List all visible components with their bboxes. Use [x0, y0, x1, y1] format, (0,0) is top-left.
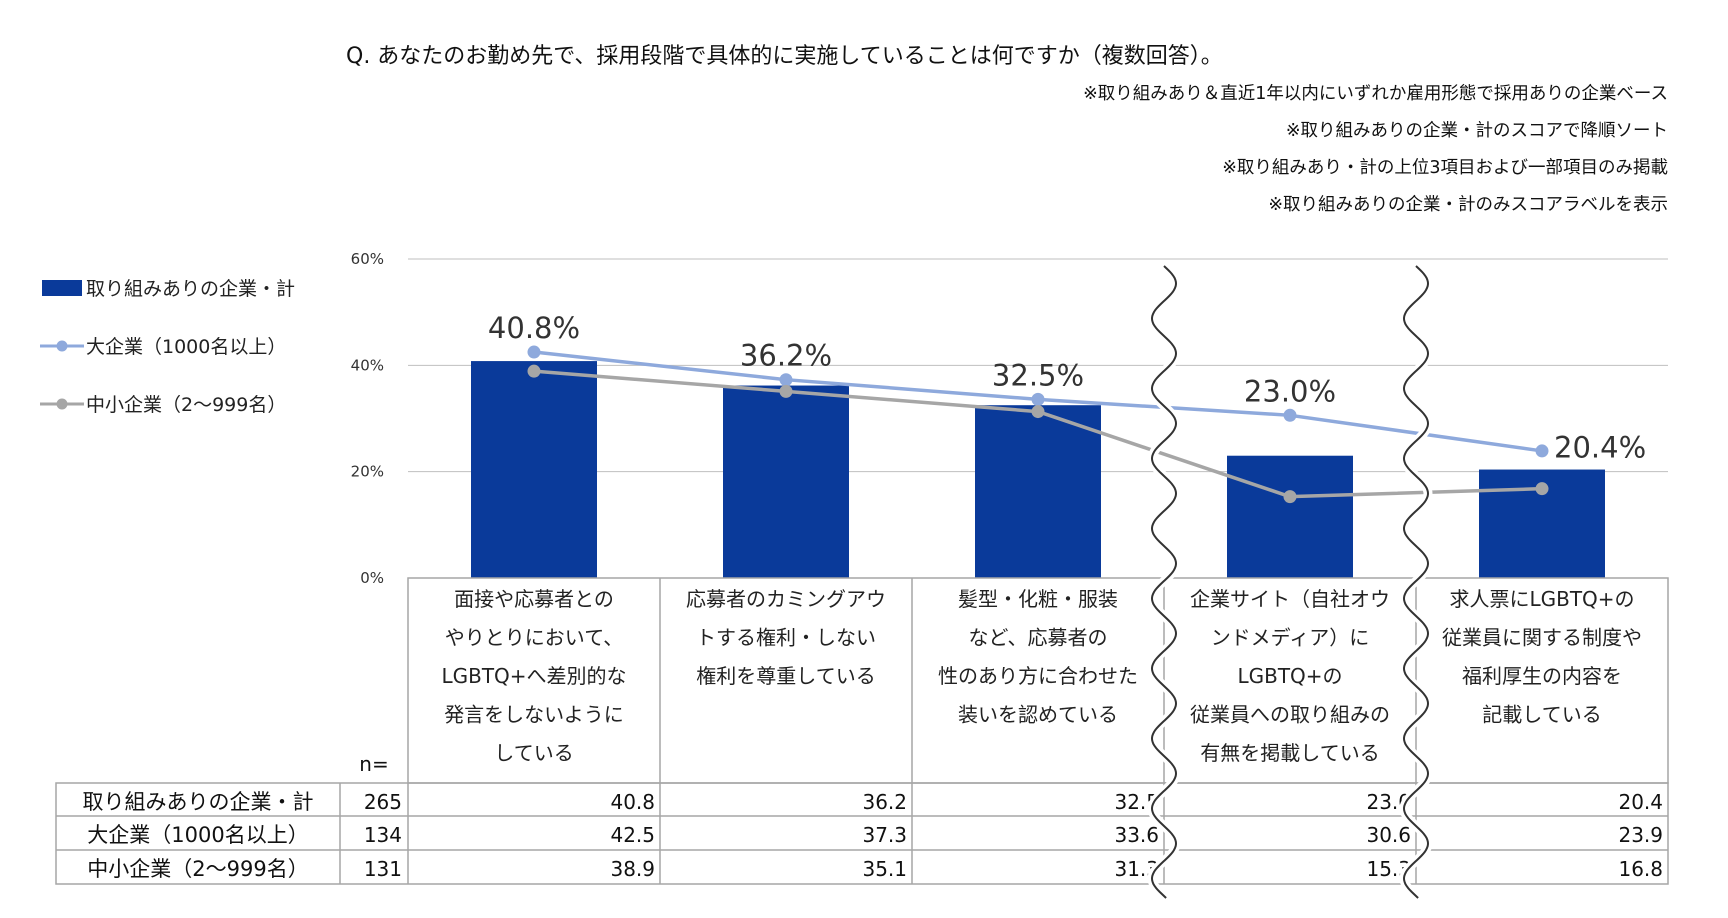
legend-swatch-marker	[56, 398, 68, 410]
n-value: 265	[364, 790, 402, 814]
n-value: 134	[364, 823, 402, 847]
category-label: トする権利・しない	[696, 626, 876, 650]
category-label: LGBTQ+へ差別的な	[441, 664, 626, 688]
legend-swatch-marker	[56, 340, 68, 352]
table-cell: 35.1	[862, 857, 907, 881]
category-label: 装いを認めている	[958, 703, 1118, 727]
series-marker	[1283, 490, 1297, 504]
table-cell: 20.4	[1618, 790, 1663, 814]
table-frame	[55, 782, 1669, 885]
table-cell: 30.6	[1366, 823, 1411, 847]
category-label: 求人票にLGBTQ+の	[1449, 587, 1634, 611]
data-label: 20.4%	[1554, 431, 1646, 465]
category-label: やりとりにおいて、	[445, 626, 623, 650]
series-marker	[779, 373, 793, 387]
table-cell: 40.8	[610, 790, 655, 814]
series-marker	[1031, 392, 1045, 406]
category-label: 面接や応募者との	[454, 587, 614, 611]
table-cell: 36.2	[862, 790, 907, 814]
category-label: 記載している	[1482, 703, 1601, 727]
category-label: 有無を掲載している	[1200, 741, 1379, 765]
chart-notes: ※取り組みあり＆直近1年以内にいずれか雇用形態で採用ありの企業ベース ※取り組みあ…	[1083, 84, 1668, 215]
series-marker	[527, 345, 541, 359]
table-cell: 42.5	[610, 823, 655, 847]
chart-title: Q. あなたのお勤め先で、採用段階で具体的に実施していることは何ですか（複数回答…	[346, 44, 1223, 69]
table-cell: 16.8	[1618, 857, 1663, 881]
data-label: 23.0%	[1244, 374, 1336, 408]
chart-note: ※取り組みあり・計の上位3項目および一部項目のみ掲載	[1222, 158, 1668, 178]
category-label: 福利厚生の内容を	[1462, 664, 1622, 688]
category-label: 応募者のカミングアウ	[686, 587, 886, 611]
y-tick-label: 40%	[351, 356, 384, 374]
series-marker	[779, 384, 793, 398]
table-cell: 37.3	[862, 823, 907, 847]
chart-note: ※取り組みありの企業・計のみスコアラベルを表示	[1268, 195, 1668, 215]
legend-label: 中小企業（2～999名）	[86, 394, 286, 416]
legend-label: 取り組みありの企業・計	[86, 278, 295, 300]
n-label: n=	[359, 752, 388, 776]
table-cell: 23.9	[1618, 823, 1663, 847]
row-header: 取り組みありの企業・計	[83, 790, 314, 814]
series-marker	[1283, 408, 1297, 422]
category-label: 従業員への取り組みの	[1190, 703, 1390, 727]
category-label: 発言をしないように	[444, 703, 624, 727]
y-tick-label: 60%	[351, 250, 384, 268]
series-marker	[1031, 405, 1045, 419]
series-marker	[1535, 444, 1549, 458]
table-cell: 33.6	[1114, 823, 1159, 847]
category-label: など、応募者の	[969, 626, 1108, 650]
category-label: している	[494, 741, 573, 765]
axis-break-line	[1402, 265, 1430, 899]
row-header: 中小企業（2～999名）	[87, 857, 308, 881]
chart-note: ※取り組みあり＆直近1年以内にいずれか雇用形態で採用ありの企業ベース	[1083, 84, 1668, 104]
legend-swatch-bar	[42, 280, 82, 296]
legend-label: 大企業（1000名以上）	[86, 336, 286, 358]
series-marker	[1535, 482, 1549, 496]
bar	[471, 361, 597, 578]
plot-area: 40.8% 36.2% 32.5% 23.0% 20.4%	[471, 311, 1646, 578]
category-label: 髪型・化粧・服装	[958, 587, 1118, 611]
table-cell: 38.9	[610, 857, 655, 881]
n-value: 131	[364, 857, 402, 881]
bar	[1227, 455, 1353, 578]
data-label: 32.5%	[992, 358, 1084, 392]
axis-break-line	[1150, 265, 1178, 899]
category-label: 性のあり方に合わせた	[938, 664, 1138, 688]
y-tick-label: 20%	[351, 463, 384, 481]
category-label: ンドメディア）に	[1211, 626, 1370, 650]
chart-note: ※取り組みありの企業・計のスコアで降順ソート	[1286, 121, 1668, 141]
series-marker	[527, 364, 541, 378]
data-label: 40.8%	[488, 311, 580, 345]
y-tick-label: 0%	[360, 569, 384, 587]
category-label: LGBTQ+の	[1237, 664, 1342, 688]
category-label: 従業員に関する制度や	[1442, 626, 1642, 650]
bar	[723, 385, 849, 578]
category-label: 権利を尊重している	[696, 664, 875, 688]
category-label: 企業サイト（自社オウ	[1190, 587, 1390, 611]
bar	[975, 405, 1101, 578]
axis-breaks	[1147, 262, 1433, 902]
row-header: 大企業（1000名以上）	[87, 823, 308, 847]
data-label: 36.2%	[740, 339, 832, 373]
